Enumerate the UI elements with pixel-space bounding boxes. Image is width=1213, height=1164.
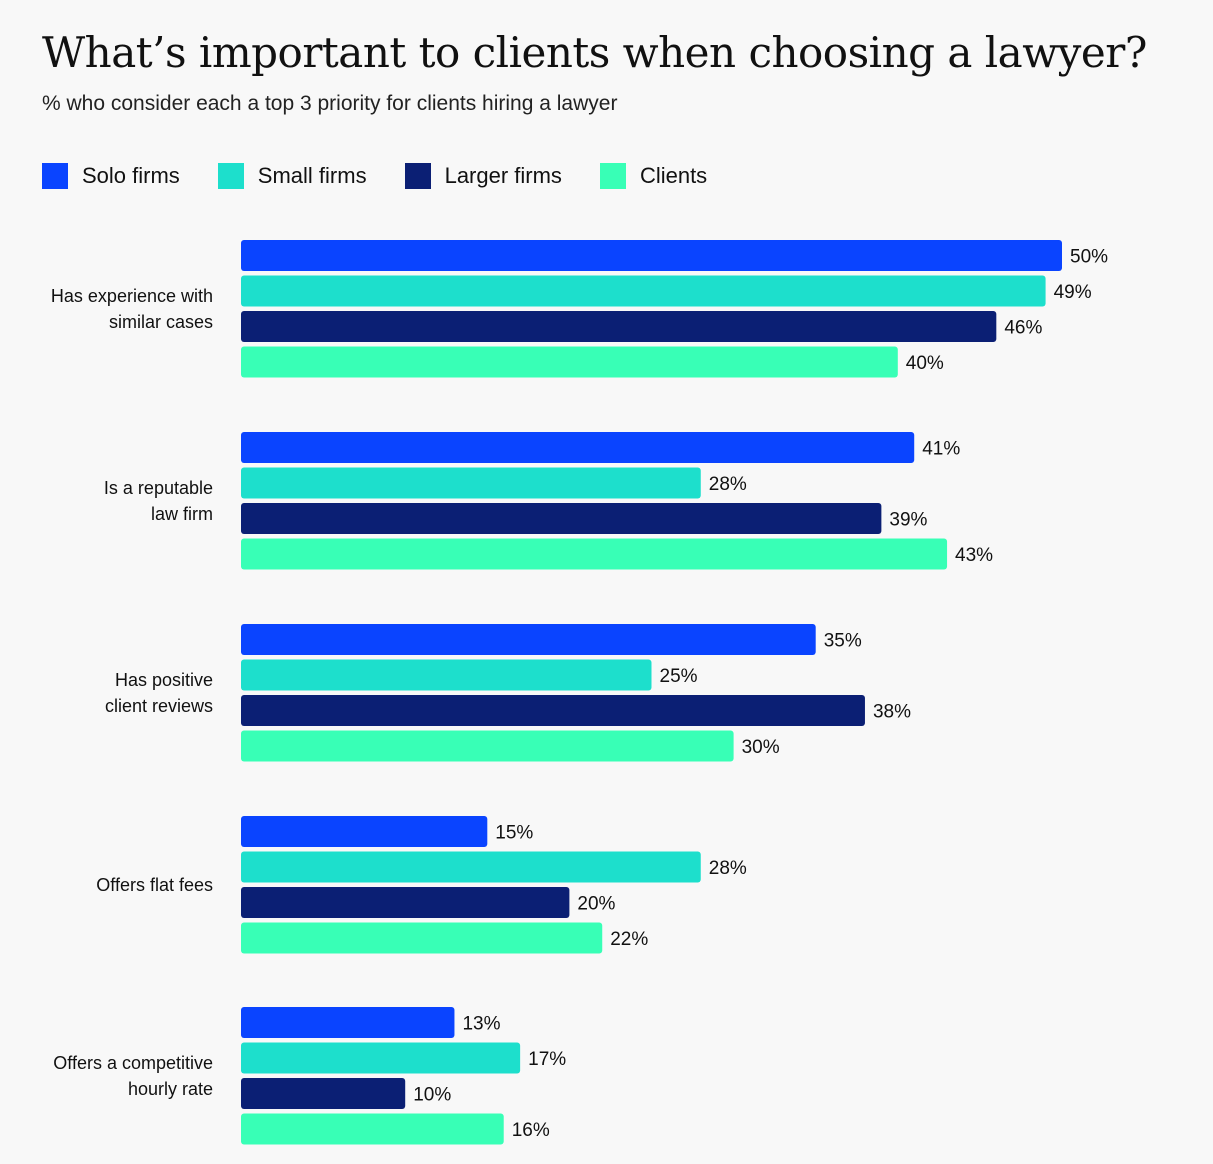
legend-item-clients: Clients [599, 163, 708, 189]
bar-clients-has-experience-with-similar-cases [241, 346, 898, 378]
value-label-larger-firms-is-a-reputable-law-firm: 39% [889, 510, 927, 531]
bar-clients-offers-flat-fees [241, 922, 603, 954]
bar-clients-is-a-reputable-law-firm [241, 538, 948, 570]
category-label-line: similar cases [109, 312, 213, 332]
bar-small-firms-is-a-reputable-law-firm [241, 467, 701, 499]
legend-swatch-small-firms [217, 163, 244, 189]
legend-label-solo-firms: Solo firms [82, 163, 180, 188]
category-label-line: Has positive [115, 670, 213, 690]
value-label-solo-firms-has-positive-client-reviews: 35% [824, 631, 862, 652]
value-label-clients-has-positive-client-reviews: 30% [742, 737, 780, 758]
category-label-offers-flat-fees: Offers flat fees [96, 875, 213, 895]
bar-solo-firms-offers-flat-fees [241, 816, 488, 847]
legend-item-solo-firms: Solo firms [42, 163, 180, 189]
category-label-offers-a-competitive-hourly-rate: Offers a competitive hourly rate [53, 1053, 213, 1099]
legend-label-larger-firms: Larger firms [444, 163, 562, 188]
bar-solo-firms-is-a-reputable-law-firm [241, 432, 915, 463]
category-label-is-a-reputable-law-firm: Is a reputable law firm [104, 478, 213, 524]
legend-item-larger-firms: Larger firms [404, 163, 562, 189]
value-label-solo-firms-offers-a-competitive-hourly-rate: 13% [462, 1014, 500, 1035]
bar-larger-firms-has-experience-with-similar-cases [241, 311, 997, 342]
legend-swatch-clients [599, 163, 626, 189]
bar-small-firms-has-positive-client-reviews [241, 659, 652, 691]
category-label-line: Offers a competitive [53, 1053, 213, 1073]
bar-solo-firms-has-positive-client-reviews [241, 624, 816, 655]
bar-larger-firms-has-positive-client-reviews [241, 695, 865, 726]
category-label-line: Is a reputable [104, 478, 213, 498]
category-label-line: Has experience with [51, 286, 213, 306]
value-label-small-firms-is-a-reputable-law-firm: 28% [709, 474, 747, 495]
bar-clients-offers-a-competitive-hourly-rate [241, 1113, 504, 1145]
value-label-larger-firms-has-positive-client-reviews: 38% [873, 702, 911, 723]
bar-small-firms-has-experience-with-similar-cases [241, 275, 1046, 307]
bar-larger-firms-offers-flat-fees [241, 887, 570, 918]
category-label-line: Offers flat fees [96, 875, 213, 895]
category-label-line: law firm [151, 504, 213, 524]
value-label-small-firms-has-positive-client-reviews: 25% [660, 666, 698, 687]
bar-solo-firms-offers-a-competitive-hourly-rate [241, 1007, 455, 1038]
category-label-line: client reviews [105, 696, 213, 716]
category-label-has-positive-client-reviews: Has positive client reviews [105, 670, 213, 716]
legend-label-clients: Clients [639, 163, 708, 188]
bar-small-firms-offers-a-competitive-hourly-rate [241, 1042, 521, 1074]
value-label-solo-firms-has-experience-with-similar-cases: 50% [1070, 247, 1108, 268]
value-label-clients-has-experience-with-similar-cases: 40% [906, 353, 944, 374]
value-label-larger-firms-has-experience-with-similar-cases: 46% [1004, 318, 1042, 339]
bar-small-firms-offers-flat-fees [241, 851, 701, 883]
value-label-solo-firms-is-a-reputable-law-firm: 41% [922, 439, 960, 460]
value-label-clients-offers-flat-fees: 22% [610, 929, 648, 950]
bar-clients-has-positive-client-reviews [241, 730, 734, 762]
legend-swatch-solo-firms [42, 163, 68, 189]
value-label-small-firms-offers-a-competitive-hourly-rate: 17% [528, 1049, 566, 1070]
category-label-has-experience-with-similar-cases: Has experience with similar cases [51, 286, 213, 332]
bar-larger-firms-is-a-reputable-law-firm [241, 503, 882, 534]
legend-item-small-firms: Small firms [217, 163, 367, 189]
chart-subtitle: % who consider each a top 3 priority for… [42, 92, 618, 115]
value-label-small-firms-offers-flat-fees: 28% [709, 858, 747, 879]
category-label-line: hourly rate [128, 1079, 213, 1099]
value-label-larger-firms-offers-flat-fees: 20% [577, 894, 615, 915]
value-label-clients-is-a-reputable-law-firm: 43% [955, 545, 993, 566]
value-label-larger-firms-offers-a-competitive-hourly-rate: 10% [413, 1085, 451, 1106]
legend-label-small-firms: Small firms [257, 163, 367, 188]
chart-title: What’s important to clients when choosin… [42, 28, 1147, 77]
value-label-solo-firms-offers-flat-fees: 15% [495, 823, 533, 844]
legend: Solo firms Small firms Larger firms Clie… [42, 161, 745, 191]
value-label-small-firms-has-experience-with-similar-cases: 49% [1054, 282, 1092, 303]
value-label-clients-offers-a-competitive-hourly-rate: 16% [512, 1120, 550, 1141]
bar-larger-firms-offers-a-competitive-hourly-rate [241, 1078, 406, 1109]
legend-swatch-larger-firms [404, 163, 431, 189]
bar-solo-firms-has-experience-with-similar-cases [241, 240, 1062, 271]
